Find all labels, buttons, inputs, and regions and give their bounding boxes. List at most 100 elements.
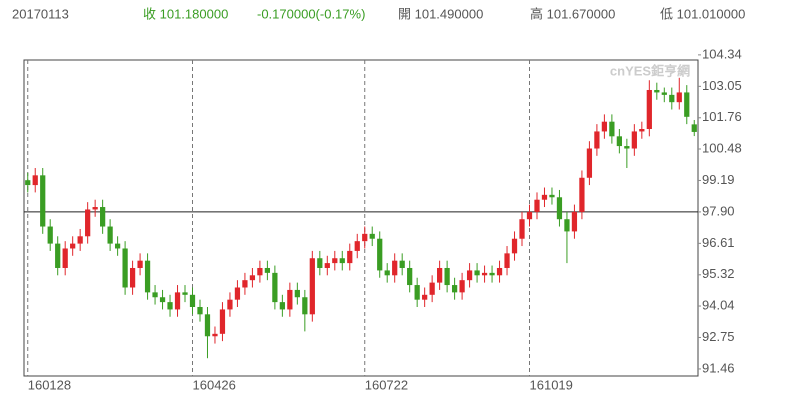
candle-body xyxy=(526,211,533,220)
candle-body xyxy=(624,146,630,149)
y-tick-label: 100.48 xyxy=(702,140,742,155)
candle-body xyxy=(564,219,570,232)
candle-body xyxy=(414,285,420,300)
candle-body xyxy=(384,270,390,276)
candle-body xyxy=(481,272,488,276)
candle-body xyxy=(646,89,652,130)
candle-body xyxy=(212,333,218,337)
candle-body xyxy=(77,236,83,244)
candle-body xyxy=(691,124,697,132)
candle-body xyxy=(601,121,608,132)
candle-body xyxy=(422,294,428,300)
candle-body xyxy=(586,148,593,178)
candle-body xyxy=(451,285,458,293)
candle-body xyxy=(287,289,293,310)
x-tick-label: 160426 xyxy=(193,377,236,392)
candle-body xyxy=(407,267,413,286)
candle-body xyxy=(279,302,285,310)
header-open: 開 101.490000 xyxy=(398,6,483,21)
candle-body xyxy=(40,175,46,227)
candle-body xyxy=(264,267,271,273)
x-tick-label: 161019 xyxy=(530,377,573,392)
candle-body xyxy=(144,260,151,293)
candle-body xyxy=(594,131,600,149)
candle-body xyxy=(489,272,495,276)
candle-body xyxy=(571,211,578,232)
candle-body xyxy=(197,306,203,315)
candle-body xyxy=(137,260,143,268)
candle-body xyxy=(631,131,637,149)
candle-body xyxy=(234,287,241,300)
candle-body xyxy=(616,136,622,147)
x-tick-label: 160128 xyxy=(28,377,71,392)
candle-body xyxy=(347,250,353,264)
candle-body xyxy=(129,267,136,288)
candle-body xyxy=(257,267,263,276)
candle-body xyxy=(122,248,128,288)
candle-body xyxy=(85,209,91,237)
candle-body xyxy=(511,238,518,254)
candle-body xyxy=(541,194,548,200)
candle-body xyxy=(377,238,383,271)
plot-frame xyxy=(23,59,699,377)
candle-body xyxy=(676,92,682,103)
candle-body xyxy=(219,309,226,334)
candle-body xyxy=(174,292,181,310)
candle-body xyxy=(324,263,330,268)
candle-body xyxy=(249,275,256,281)
candle-body xyxy=(459,280,465,293)
candle-body xyxy=(70,243,76,249)
y-tick-label: 103.05 xyxy=(702,78,742,93)
candle-body xyxy=(227,299,233,310)
candle-body xyxy=(204,314,211,337)
header-low: 低 101.010000 xyxy=(660,6,745,21)
y-tick-label: 96.61 xyxy=(702,235,735,250)
candle-body xyxy=(159,297,166,303)
candle-body xyxy=(107,226,113,244)
y-tick-label: 91.46 xyxy=(702,360,735,375)
candle-body xyxy=(309,258,315,315)
y-tick-label: 97.90 xyxy=(702,203,735,218)
candle-body xyxy=(152,292,158,298)
candle-body xyxy=(504,253,510,268)
candle-body xyxy=(609,121,615,137)
candle-body xyxy=(661,92,667,95)
y-tick-label: 104.34 xyxy=(702,46,742,61)
candle-body xyxy=(399,260,405,268)
y-tick-label: 99.19 xyxy=(702,172,735,187)
y-tick-label: 92.75 xyxy=(702,329,735,344)
candle-body xyxy=(639,129,645,132)
header-high: 高 101.670000 xyxy=(530,6,615,21)
candle-body xyxy=(534,199,540,212)
candle-body xyxy=(339,258,345,264)
candle-body xyxy=(362,233,368,242)
candle-body xyxy=(684,92,690,117)
candle-body xyxy=(556,197,563,220)
y-tick-label: 101.76 xyxy=(702,109,742,124)
candle-body xyxy=(496,267,503,276)
candle-body xyxy=(272,272,278,303)
candle-body xyxy=(579,177,585,212)
candle-body xyxy=(294,289,300,298)
candle-body xyxy=(669,94,675,103)
candle-body xyxy=(437,267,443,283)
candle-body xyxy=(92,207,98,210)
candle-body xyxy=(354,241,360,251)
candle-body xyxy=(242,280,248,288)
candle-body xyxy=(302,297,308,315)
candle-body xyxy=(474,270,480,276)
candle-body xyxy=(182,292,188,295)
candle-body xyxy=(55,243,61,268)
candle-body xyxy=(189,294,196,307)
candle-body xyxy=(444,267,450,286)
candle-body xyxy=(654,89,660,93)
candle-body xyxy=(369,233,375,239)
candle-body xyxy=(429,282,435,295)
candle-body xyxy=(62,248,68,268)
y-tick-label: 95.32 xyxy=(702,266,735,281)
candle-body xyxy=(114,243,121,249)
candle-body xyxy=(549,194,555,198)
candle-body xyxy=(100,207,106,227)
